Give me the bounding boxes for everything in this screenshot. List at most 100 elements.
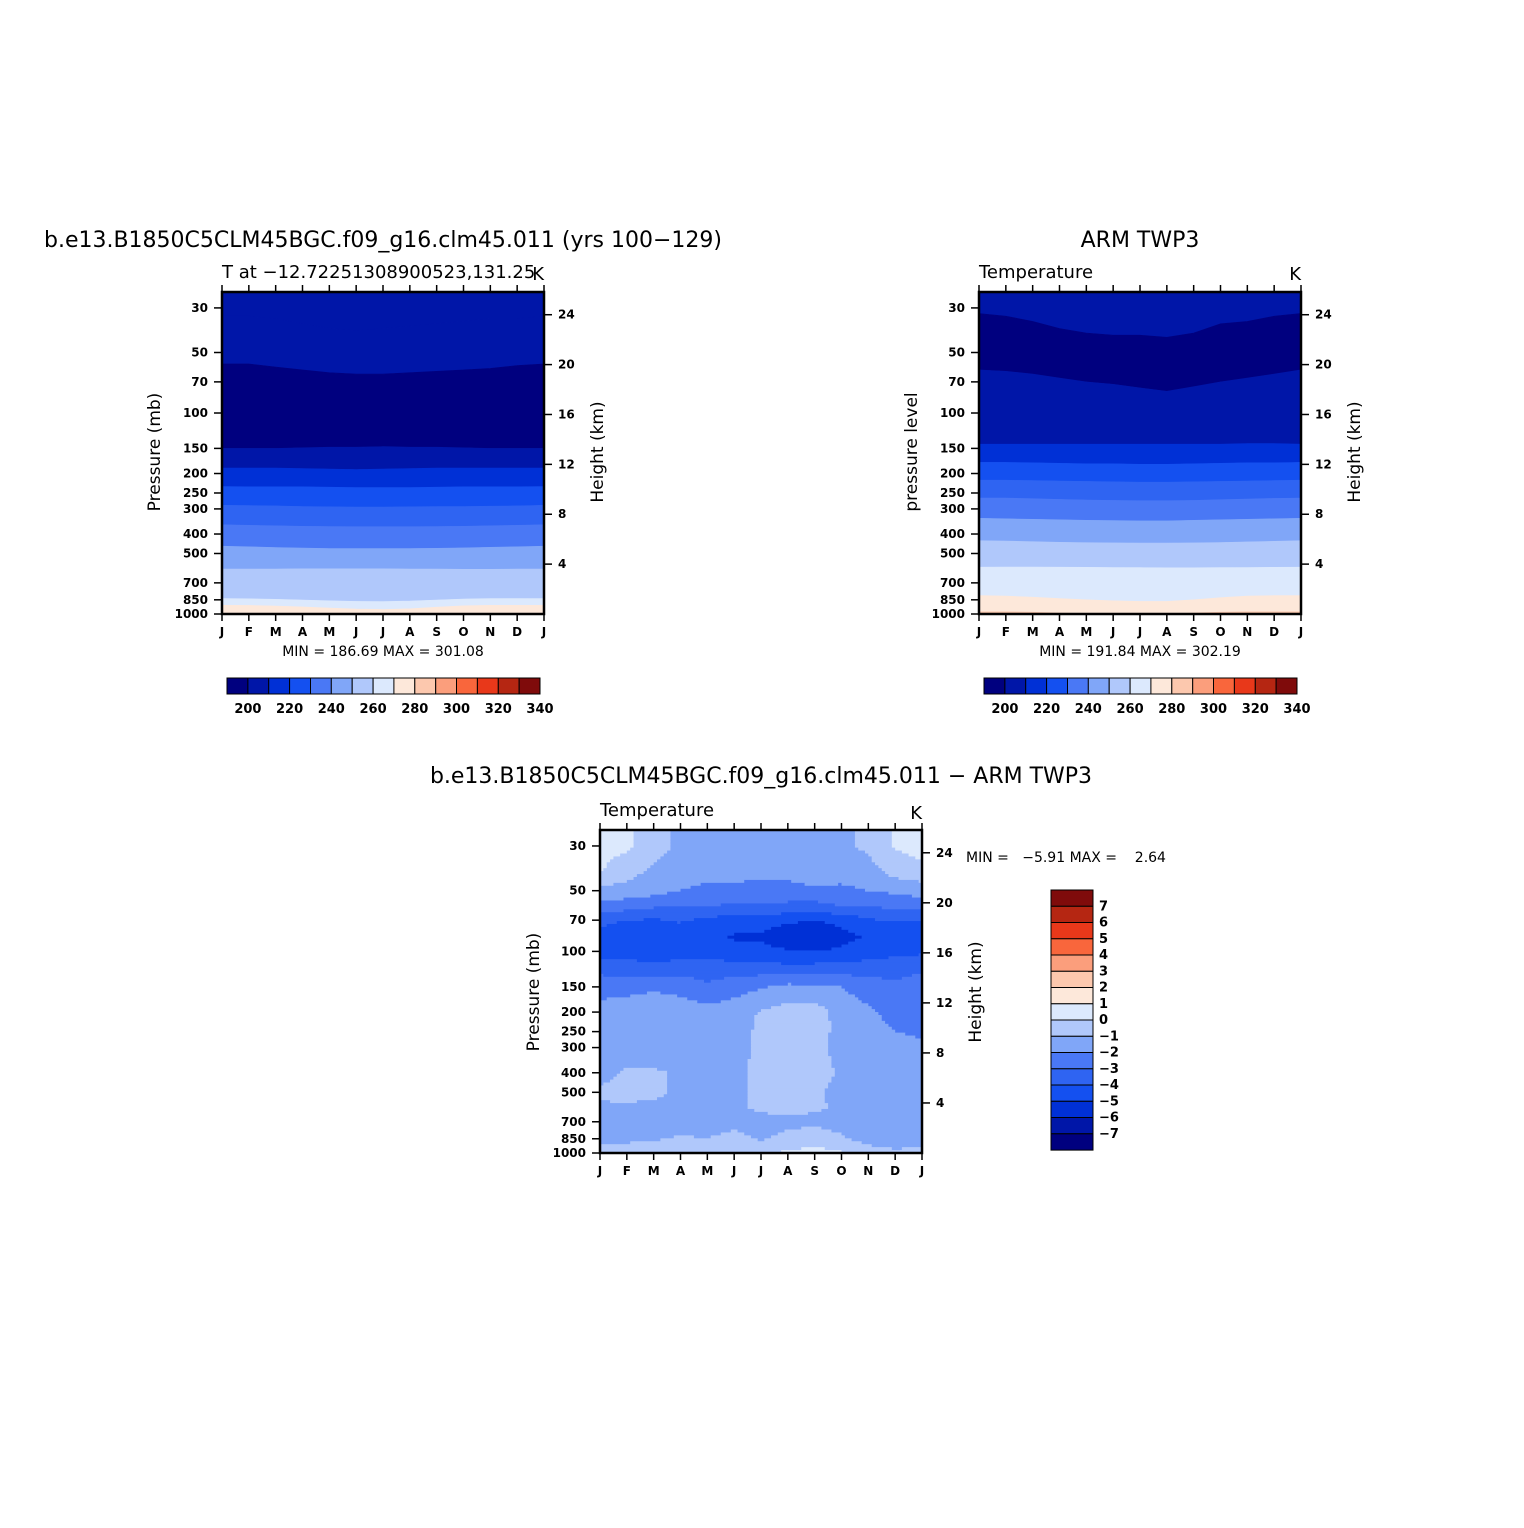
- contour-cell: [908, 853, 923, 857]
- y-right-tick-label: 8: [1315, 507, 1323, 521]
- contour-cell: [600, 1100, 611, 1104]
- colorbar-swatch: [1050, 1035, 1094, 1054]
- contour-cell: [888, 874, 923, 878]
- colorbar-swatch: [1025, 677, 1048, 695]
- colorbar-swatch: [1087, 677, 1110, 695]
- x-tick-label: M: [1027, 625, 1039, 639]
- contour-cell: [771, 1135, 846, 1139]
- contour-band: [221, 504, 545, 527]
- contour-cell: [606, 997, 688, 1001]
- contour-cell: [623, 909, 923, 913]
- contour-cell: [848, 991, 923, 995]
- contour-cell: [744, 879, 792, 884]
- colorbar-swatch: [247, 677, 270, 695]
- contour-cell: [885, 871, 923, 875]
- contour-cell: [828, 1032, 906, 1036]
- contour-cell: [831, 1020, 886, 1025]
- contour-cell: [600, 988, 759, 992]
- contour-cell: [600, 891, 668, 895]
- contour-cell: [771, 926, 842, 931]
- y-tick-label: 70: [191, 375, 208, 389]
- contour-cell: [600, 1123, 923, 1127]
- contour-cell: [633, 835, 671, 840]
- colorbar-label: 4: [1099, 948, 1108, 963]
- contour-cell: [724, 976, 883, 981]
- contour-cell: [720, 903, 836, 907]
- contour-cell: [828, 1047, 923, 1051]
- contour-cell: [600, 844, 634, 849]
- contour-cell: [861, 959, 923, 963]
- contour-cell: [828, 1106, 923, 1110]
- y-tick-label: 200: [183, 467, 208, 481]
- y-right-tick-label: 20: [936, 896, 953, 910]
- contour-cell: [600, 1003, 782, 1007]
- min-max-text: MIN = −5.91 MAX = 2.64: [966, 850, 1166, 866]
- contour-cell: [777, 1132, 842, 1136]
- contour-cell: [600, 1038, 752, 1042]
- contour-cell: [747, 1085, 829, 1089]
- contour-cell: [600, 1117, 923, 1122]
- contour-cell: [831, 1129, 923, 1133]
- contour-cell: [831, 1079, 923, 1083]
- contour-cell: [600, 1009, 762, 1013]
- contour-cell: [747, 1088, 826, 1092]
- colorbar-label: 2: [1099, 981, 1108, 996]
- y-right-tick-label: 24: [936, 846, 953, 860]
- colorbar-label: −2: [1099, 1046, 1119, 1061]
- contour-cell: [600, 838, 634, 843]
- contour-cell: [781, 912, 832, 916]
- contour-cell: [600, 832, 634, 837]
- contour-cell: [828, 1035, 916, 1039]
- y-tick-label: 400: [183, 527, 208, 541]
- colorbar-label: −4: [1099, 1078, 1119, 1093]
- contour-cell: [854, 832, 893, 837]
- contour-cell: [670, 835, 856, 840]
- contour-band: [221, 524, 545, 549]
- contour-cell: [801, 1147, 826, 1151]
- contour-cell: [891, 835, 923, 840]
- contour-cell: [600, 1076, 614, 1080]
- contour-cell: [657, 1097, 748, 1101]
- contour-cell: [703, 979, 712, 984]
- contour-cell: [600, 1111, 769, 1116]
- contour-cell: [854, 835, 893, 840]
- colorbar-swatch: [310, 677, 332, 695]
- contour-cell: [727, 935, 863, 940]
- contour-cell: [750, 1044, 829, 1048]
- contour-cell: [868, 853, 909, 857]
- x-tick-label: F: [245, 625, 253, 639]
- x-tick-label: O: [1215, 625, 1225, 639]
- y-axis-right-label: Height (km): [966, 941, 986, 1042]
- contour-cell: [771, 1006, 826, 1010]
- y-tick-label: 850: [561, 1132, 586, 1146]
- contour-cell: [600, 962, 782, 966]
- contour-cell: [600, 956, 889, 960]
- contour-plot: [978, 291, 1302, 615]
- contour-cell: [831, 1061, 923, 1066]
- contour-cell: [781, 923, 836, 928]
- y-tick-label: 300: [183, 502, 208, 516]
- contour-cell: [667, 1079, 748, 1083]
- contour-band: [978, 497, 1302, 522]
- contour-cell: [600, 959, 638, 963]
- contour-cell: [600, 985, 769, 989]
- contour-cell: [750, 1041, 829, 1045]
- contour-band: [978, 540, 1302, 569]
- contour-cell: [613, 1076, 668, 1080]
- contour-cell: [600, 965, 923, 969]
- y-right-tick-label: 16: [558, 407, 575, 421]
- colorbar-label: 300: [443, 702, 470, 717]
- contour-cell: [851, 973, 913, 978]
- contour-cell: [600, 929, 765, 934]
- colorbar-label: 220: [1033, 702, 1060, 717]
- contour-cell: [600, 871, 644, 875]
- contour-cell: [660, 1138, 759, 1142]
- y-tick-label: 70: [948, 375, 965, 389]
- contour-cell: [854, 838, 893, 843]
- colorbar-label: 240: [1075, 702, 1102, 717]
- contour-cell: [854, 841, 893, 846]
- contour-cell: [710, 979, 923, 984]
- contour-cell: [750, 1053, 829, 1057]
- contour-cell: [888, 1023, 923, 1028]
- contour-cell: [737, 1129, 785, 1133]
